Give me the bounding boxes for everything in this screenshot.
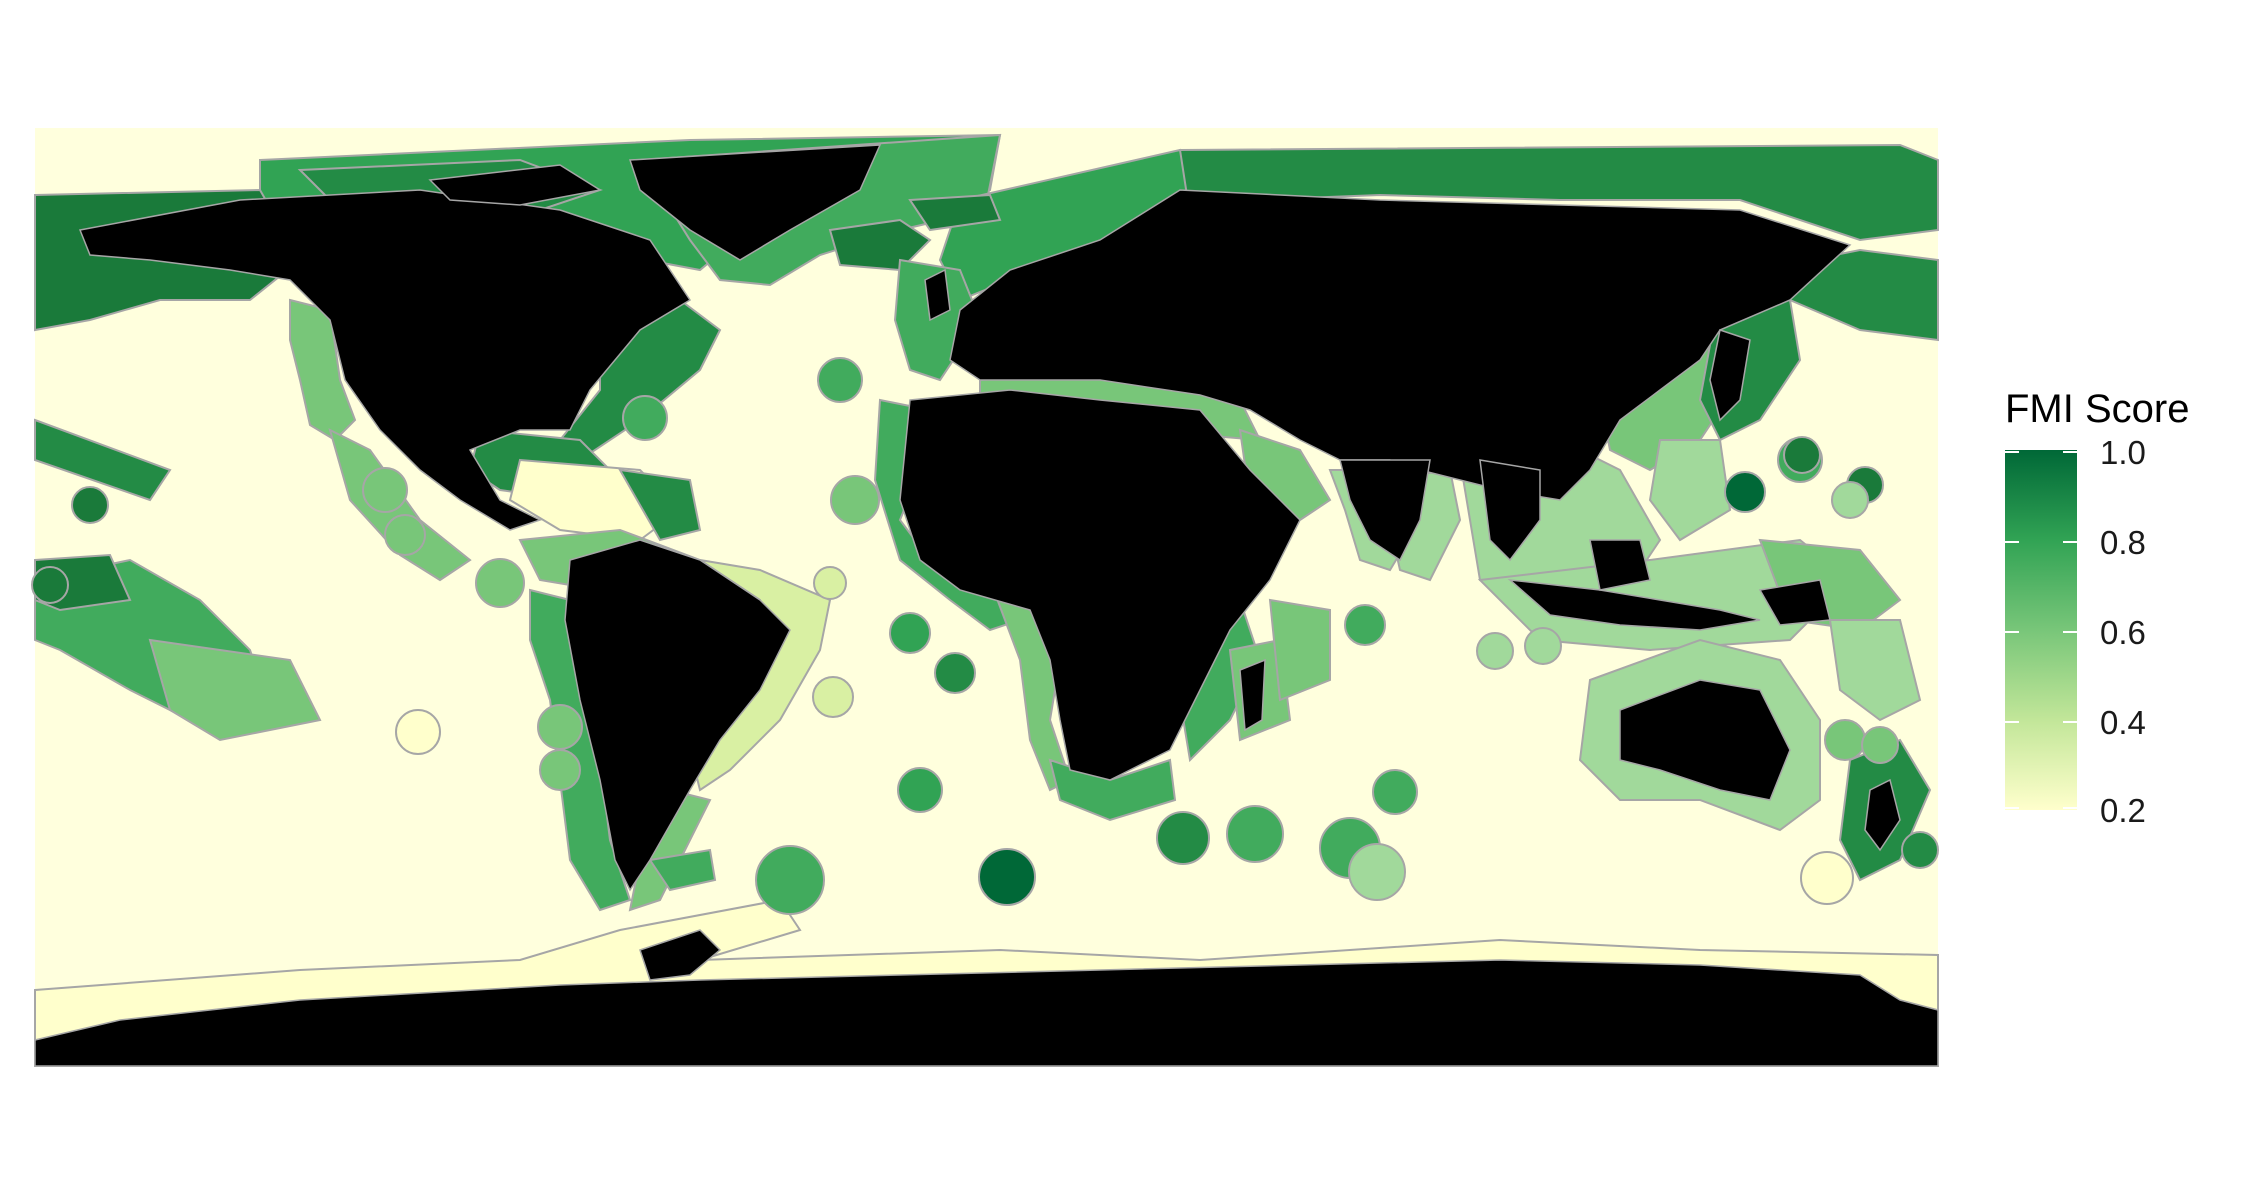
eez-chatham <box>1901 831 1939 869</box>
land-indonesia <box>1507 578 1761 631</box>
land-new-zealand <box>1864 778 1901 852</box>
eez-norfolk <box>1824 719 1866 761</box>
eez-tristan <box>897 767 943 813</box>
eez-christmas <box>1524 627 1562 665</box>
island-eez-circles <box>31 357 1939 915</box>
land-borneo <box>1589 539 1651 591</box>
eez-galapagos <box>475 558 525 608</box>
land-north-america <box>78 189 692 531</box>
eez-micronesia <box>1831 481 1869 519</box>
eez-iceland <box>828 218 932 272</box>
eez-svalbard <box>908 193 1002 232</box>
eez-philippines <box>1648 439 1732 542</box>
land-masses <box>34 144 1939 1067</box>
eez-marianas <box>1724 471 1766 513</box>
land-australia <box>1619 679 1791 801</box>
eez-fernando <box>813 566 847 600</box>
land-png <box>1758 579 1831 626</box>
eez-crozet <box>1226 805 1284 863</box>
eez-trindade <box>812 676 854 718</box>
eez-mascarene <box>1268 598 1331 702</box>
eez-easter <box>537 704 583 750</box>
land-antarctic-peninsula <box>639 929 722 981</box>
land-southeast-asia <box>1479 459 1541 562</box>
eez-ascension <box>889 612 931 654</box>
eez-amsterdam <box>1372 769 1418 815</box>
eez-st-helena <box>934 652 976 694</box>
eez-lord-howe <box>1861 726 1899 764</box>
land-japan <box>1709 329 1751 422</box>
legend: FMI Score 1.0 0.8 0.6 0.4 0.2 <box>2005 387 2189 829</box>
eez-bouvet <box>978 848 1036 906</box>
eez-coral-sea <box>1828 619 1922 722</box>
eez-marion <box>1156 811 1210 865</box>
land-india <box>1339 459 1431 562</box>
eez-french-polynesia <box>148 638 322 742</box>
eez-heard <box>1348 843 1406 901</box>
eez-cape-verde <box>830 475 880 525</box>
land-south-america <box>564 539 791 892</box>
eez-hawaii-chain <box>34 418 172 502</box>
eez-marcus <box>1783 436 1821 474</box>
land-uk <box>924 268 951 322</box>
eez-chagos <box>1344 604 1386 646</box>
legend-tick-label: 0.8 <box>2100 524 2146 561</box>
legend-tick-label: 0.4 <box>2100 704 2146 741</box>
eez-caribbean-islands <box>618 468 702 542</box>
land-canadian-islands <box>428 164 603 206</box>
eez-bermuda <box>622 395 668 441</box>
legend-tick-label: 0.2 <box>2100 792 2146 829</box>
legend-tick-label: 0.6 <box>2100 614 2146 651</box>
eez-cocos <box>1476 632 1514 670</box>
eez-kure <box>71 486 109 524</box>
land-antarctica <box>34 959 1939 1067</box>
eez-howland <box>31 566 69 604</box>
eez-revillagigedo <box>362 467 408 513</box>
eez-macquarie <box>1800 851 1854 905</box>
legend-colorbar <box>2005 450 2077 810</box>
land-greenland <box>628 144 882 261</box>
land-madagascar <box>1239 658 1266 732</box>
eez-pitcairn <box>395 709 441 755</box>
eez-south-georgia <box>755 845 825 915</box>
land-africa <box>899 389 1301 781</box>
eez-falklands <box>648 848 717 892</box>
land-europe-asia <box>949 189 1852 501</box>
eez-azores <box>817 357 863 403</box>
legend-title: FMI Score <box>2005 387 2189 431</box>
eez-juan-fernandez <box>539 749 581 791</box>
legend-tick-label: 1.0 <box>2100 434 2146 471</box>
eez-clipperton <box>384 514 426 556</box>
